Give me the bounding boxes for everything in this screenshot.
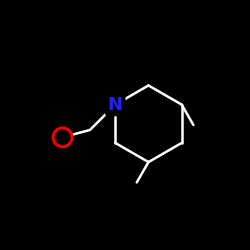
Text: N: N (108, 96, 123, 114)
Circle shape (53, 128, 72, 147)
